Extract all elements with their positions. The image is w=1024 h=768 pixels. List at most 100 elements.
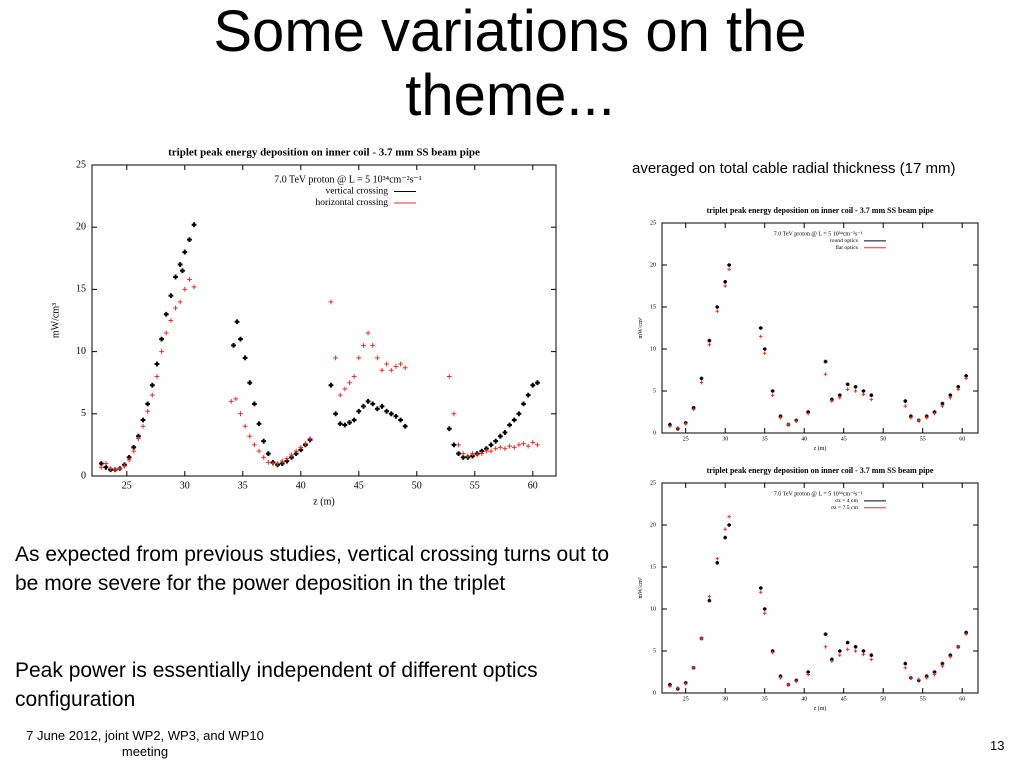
- data-point: [861, 392, 866, 397]
- data-point: [279, 458, 285, 464]
- data-point: [103, 461, 109, 466]
- data-point: [916, 418, 921, 423]
- data-point: [493, 438, 499, 444]
- data-point: [940, 404, 945, 408]
- bullet: As expected from previous studies, verti…: [15, 543, 610, 595]
- data-point: [470, 451, 475, 457]
- data-point: [948, 655, 953, 659]
- data-point: [869, 397, 874, 402]
- x-axis-label: z (m): [814, 445, 827, 452]
- data-point: [909, 416, 913, 420]
- data-point: [333, 411, 338, 417]
- y-tick-label: 25: [650, 480, 656, 486]
- data-point: [715, 556, 720, 561]
- data-point: [837, 653, 842, 657]
- data-point: [794, 679, 799, 684]
- data-point: [845, 387, 850, 392]
- data-point: [261, 454, 267, 460]
- data-point: [337, 421, 343, 427]
- data-point: [853, 649, 858, 653]
- data-point: [370, 401, 376, 407]
- data-point: [786, 422, 791, 427]
- data-point: [932, 411, 937, 416]
- data-point: [117, 466, 123, 471]
- data-point: [242, 423, 248, 429]
- data-point: [333, 355, 338, 361]
- data-point: [303, 441, 308, 447]
- data-point: [370, 342, 376, 348]
- y-tick-label: 0: [81, 470, 86, 481]
- data-point: [136, 436, 141, 442]
- data-point: [778, 676, 783, 680]
- data-point: [159, 349, 164, 354]
- data-point: [265, 459, 271, 465]
- x-tick-label: 40: [296, 480, 306, 491]
- data-point: [956, 645, 961, 649]
- data-point: [676, 426, 680, 430]
- data-point: [163, 330, 169, 336]
- data-point: [289, 452, 294, 458]
- data-point: [488, 448, 494, 454]
- data-point: [446, 374, 452, 379]
- data-point: [379, 403, 385, 409]
- x-tick-label: 30: [722, 696, 728, 702]
- data-point: [488, 442, 494, 448]
- note: averaged on total cable radial thickness…: [632, 160, 956, 177]
- data-point: [861, 652, 866, 657]
- data-point: [361, 342, 366, 348]
- y-tick-label: 20: [650, 262, 656, 268]
- data-point: [511, 417, 517, 423]
- data-point: [794, 419, 799, 424]
- data-point: [173, 274, 178, 280]
- data-point: [398, 361, 403, 367]
- data-point: [256, 421, 262, 427]
- data-point: [707, 598, 712, 603]
- data-point: [351, 374, 357, 379]
- y-tick-label: 15: [650, 564, 656, 570]
- data-point: [154, 374, 160, 379]
- x-tick-label: 60: [959, 436, 965, 442]
- x-tick-label: 60: [528, 480, 538, 491]
- data-point: [275, 461, 280, 466]
- chart-title: triplet peak energy deposition on inner …: [707, 206, 934, 215]
- data-point: [727, 523, 731, 527]
- data-point: [140, 417, 146, 423]
- data-point: [173, 305, 178, 311]
- data-point: [446, 426, 452, 432]
- data-point: [525, 392, 531, 398]
- data-point: [502, 446, 508, 452]
- data-point: [683, 681, 688, 686]
- y-tick-label: 5: [653, 388, 656, 394]
- data-point: [823, 372, 828, 376]
- data-point: [474, 452, 480, 458]
- y-tick-label: 5: [653, 648, 656, 654]
- y-tick-label: 0: [653, 690, 656, 696]
- data-point: [511, 444, 517, 450]
- data-point: [247, 380, 253, 386]
- data-point: [869, 657, 874, 662]
- data-point: [168, 293, 174, 299]
- data-point: [234, 319, 240, 325]
- data-point: [337, 392, 343, 398]
- data-point: [108, 466, 113, 471]
- data-point: [758, 590, 763, 594]
- data-point: [145, 408, 151, 414]
- data-point: [233, 396, 239, 402]
- data-point: [388, 367, 394, 373]
- x-tick-label: 35: [762, 436, 768, 442]
- x-tick-label: 45: [354, 480, 364, 491]
- data-point: [393, 413, 399, 419]
- legend-title: 7.0 TeV proton @ L = 5 10³⁴cm⁻²s⁻¹: [774, 491, 863, 497]
- data-point: [347, 380, 352, 386]
- data-point: [727, 267, 731, 271]
- data-point: [699, 636, 704, 641]
- data-point: [903, 666, 908, 670]
- data-point: [723, 280, 727, 284]
- data-point: [964, 376, 968, 381]
- data-point: [770, 393, 775, 397]
- data-point: [112, 467, 118, 473]
- data-point: [256, 448, 262, 454]
- data-point: [525, 443, 531, 449]
- data-point: [806, 411, 810, 416]
